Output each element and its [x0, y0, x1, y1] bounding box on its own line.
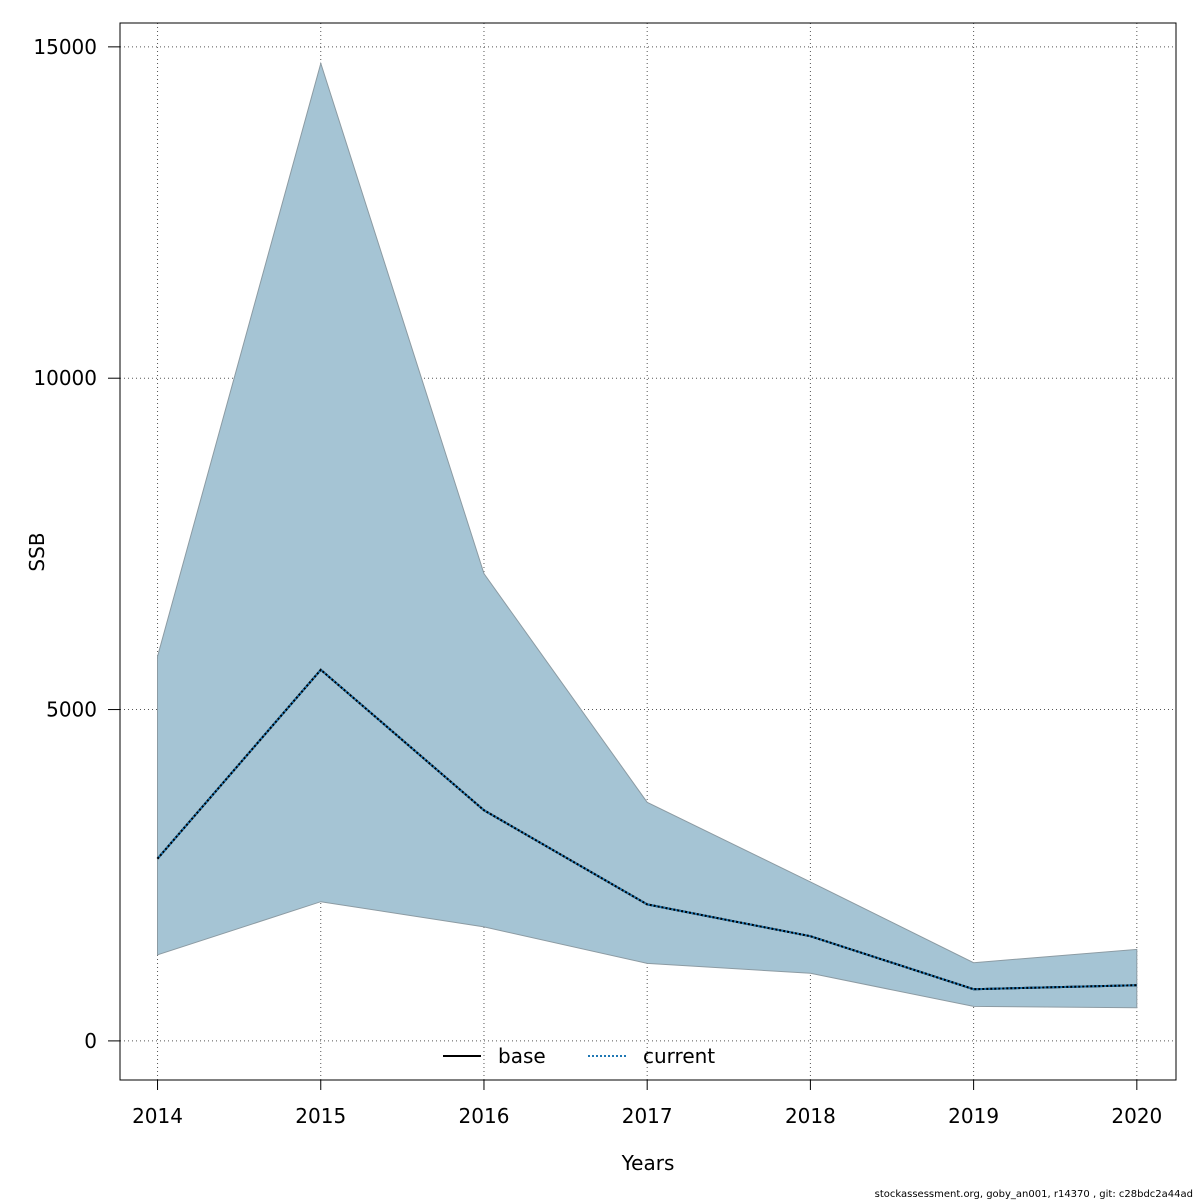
y-tick-label-10000: 10000	[33, 366, 97, 390]
x-tick-label-2014: 2014	[132, 1104, 183, 1128]
footnote: stockassessment.org, goby_an001, r14370 …	[875, 1189, 1193, 1200]
legend: base current	[443, 1044, 715, 1068]
x-tick-label-2018: 2018	[785, 1104, 836, 1128]
x-axis-title: Years	[621, 1151, 675, 1175]
y-axis-title: SSB	[25, 532, 49, 571]
legend-label-base: base	[498, 1044, 546, 1068]
confidence-band	[157, 61, 1138, 1009]
x-tick-label-2015: 2015	[295, 1104, 346, 1128]
plot-frame	[119, 22, 1177, 1081]
x-tick-label-2019: 2019	[948, 1104, 999, 1128]
series-lines	[156, 668, 1137, 991]
y-tick-label-0: 0	[84, 1029, 97, 1053]
x-tick-label-2016: 2016	[459, 1104, 510, 1128]
y-tick-label-5000: 5000	[46, 698, 97, 722]
x-tick-label-2017: 2017	[622, 1104, 673, 1128]
series-line-current	[156, 668, 1137, 991]
y-axis: 0 5000 10000 15000	[33, 35, 120, 1053]
x-axis: 2014 2015 2016 2017 2018 2019 2020	[132, 1080, 1162, 1128]
y-tick-label-15000: 15000	[33, 35, 97, 59]
x-tick-label-2020: 2020	[1111, 1104, 1162, 1128]
legend-label-current: current	[643, 1044, 715, 1068]
